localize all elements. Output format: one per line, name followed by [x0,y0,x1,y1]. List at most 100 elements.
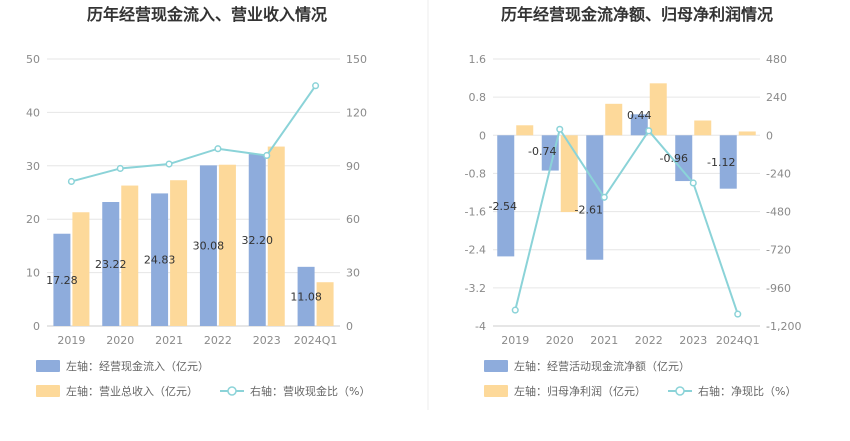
line-point [511,306,519,314]
left-axis-tick: -0.8 [465,167,486,180]
line-point [689,179,697,187]
legend-swatch-marker [675,386,685,396]
bar-data-label: -1.12 [707,156,735,169]
x-axis-tick: 2019 [501,334,529,347]
legend-label: 左轴：经营现金流入（亿元） [66,359,209,373]
chart-title: 历年经营现金流入、营业收入情况 [87,5,327,24]
legend-label: 右轴：净现比（%） [698,384,796,398]
right-axis-tick: -720 [766,244,791,257]
left-axis-tick: 50 [26,53,40,66]
legend-swatch [484,360,508,372]
bar-secondary [605,103,623,136]
bar-secondary [121,185,139,326]
right-axis-tick: 90 [346,160,360,173]
legend-label: 右轴：营收现金比（%） [250,384,370,398]
bar-data-label: 30.08 [193,240,225,253]
bar-secondary [170,180,188,326]
left-axis-tick: -2.4 [465,244,486,257]
legend-swatch [36,385,60,397]
chart-2-net-cashflow-profit: 历年经营现金流净额、归母净利润情况 -4 -3.2 -2.4 -1.6 -0.8 0 0.8 1… [465,5,802,398]
right-axis-tick: -480 [766,206,791,219]
bar-primary [297,266,315,326]
bar-primary [675,135,693,182]
bar-secondary [649,83,667,136]
legend-label: 左轴：营业总收入（亿元） [66,384,198,398]
bar-data-label: 32.20 [242,234,274,247]
x-axis-tick: 2019 [57,334,85,347]
left-axis-tick: -3.2 [465,282,486,295]
bar-secondary [516,125,534,136]
bar-secondary [267,146,285,326]
bar-secondary [694,120,712,136]
x-axis-tick: 2023 [253,334,281,347]
right-axis-tick: 150 [346,53,367,66]
bar-secondary [316,282,334,326]
line-point [214,145,222,153]
left-axis-tick: -1.6 [465,206,486,219]
bar-data-label: -0.74 [528,145,556,158]
line-series [71,85,317,183]
line-series [514,126,739,315]
x-axis-tick: 2021 [155,334,183,347]
left-axis-tick: 1.6 [469,53,487,66]
bar-primary [248,154,266,326]
line-point [67,177,75,186]
bar-primary [630,114,648,136]
bar-primary [541,135,559,171]
left-axis-tick: -4 [475,320,486,333]
legend-swatch [484,385,508,397]
bar-data-label: 23.22 [95,258,127,271]
bar-secondary [72,212,90,326]
line-point [645,127,653,135]
x-axis-tick: 2023 [679,334,707,347]
bar-secondary [218,164,236,326]
bar-data-label: 24.83 [144,254,176,267]
left-axis-tick: 0.8 [469,91,487,104]
right-axis-tick: -960 [766,282,791,295]
right-axis-tick: 240 [766,91,787,104]
right-axis-tick: 60 [346,213,360,226]
left-axis-tick: 30 [26,160,40,173]
bar-secondary [738,131,756,136]
x-axis-tick: 2020 [546,334,574,347]
bar-data-label: -2.61 [575,204,603,217]
bar-primary [199,165,217,326]
chart-title: 历年经营现金流净额、归母净利润情况 [501,5,773,24]
line-point [556,125,564,133]
right-axis-tick: 30 [346,267,360,280]
left-axis-tick: 0 [33,320,40,333]
bar-primary [102,202,120,326]
line-point [263,151,271,160]
x-axis-tick: 2020 [106,334,134,347]
right-axis-tick: 120 [346,106,367,119]
line-point [312,82,320,90]
x-axis-tick: 2022 [204,334,232,347]
bar-data-label: 11.08 [290,290,322,303]
chart-1-cash-inflow-revenue: 历年经营现金流入、营业收入情况 0 10 20 30 40 50 0 30 60 90 120 150 2… [26,5,370,398]
line-point [734,310,742,318]
legend-swatch-marker [227,386,237,396]
right-axis-tick: 0 [766,129,773,142]
x-axis-tick: 2022 [635,334,663,347]
legend-label: 左轴：归母净利润（亿元） [514,384,646,398]
x-axis-tick: 2024Q1 [294,334,338,347]
right-axis-tick: -240 [766,167,791,180]
bar-primary [497,135,515,257]
left-axis-tick: 10 [26,267,40,280]
bar-data-label: 17.28 [46,274,78,287]
legend-label: 左轴：经营活动现金流净额（亿元） [514,359,690,373]
left-axis-tick: 40 [26,106,40,119]
bar-primary [719,135,737,189]
legend-swatch [36,360,60,372]
bar-primary [53,233,71,326]
bar-data-label: -2.54 [489,200,517,213]
left-axis-tick: 20 [26,213,40,226]
bar-primary [586,135,604,260]
x-axis-tick: 2024Q1 [716,334,760,347]
right-axis-tick: -1,200 [766,320,801,333]
line-point [116,164,124,173]
right-axis-tick: 480 [766,53,787,66]
bar-data-label: -0.96 [660,152,688,165]
line-point [165,160,173,168]
